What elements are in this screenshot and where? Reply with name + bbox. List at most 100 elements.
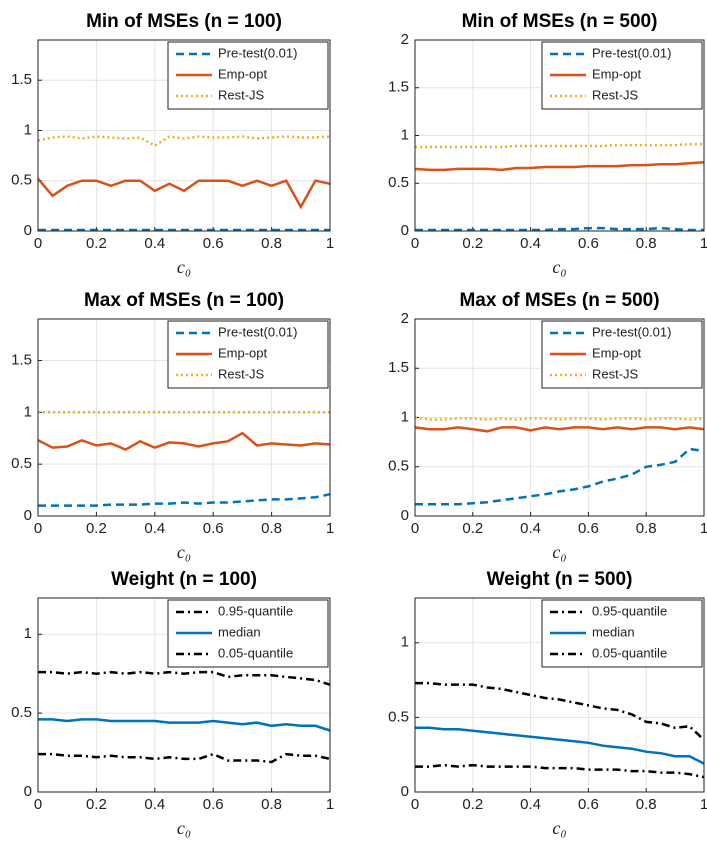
x-tick-label: 0.2 xyxy=(462,796,483,813)
data-line xyxy=(38,670,331,686)
panel: 0 0.5 1 1.5 0 0.2 0.4 0.6 0.8 1 Min of MSEs (n = 1… xyxy=(11,11,334,277)
x-axis-label: c₀ xyxy=(552,818,566,838)
data-line xyxy=(37,177,331,210)
y-tick-label: 0.5 xyxy=(11,704,32,721)
data-line xyxy=(415,226,704,232)
legend-label: Rest-JS xyxy=(218,366,265,381)
data-line xyxy=(38,718,331,732)
legend-label: Emp-opt xyxy=(218,66,268,81)
axes-box xyxy=(37,597,331,793)
axes-box xyxy=(37,39,331,232)
y-tick-label: 1 xyxy=(401,408,409,425)
legend-label: median xyxy=(218,624,261,639)
legend-label: Rest-JS xyxy=(218,87,265,102)
x-axis-label: c₀ xyxy=(552,257,566,277)
x-tick-label: 0.2 xyxy=(86,235,107,252)
x-tick-label: 0 xyxy=(34,520,42,537)
y-tick-label: 0 xyxy=(401,783,409,800)
x-tick-label: 0 xyxy=(411,796,419,813)
legend-label: 0.05-quantile xyxy=(218,645,293,660)
panel: 0 0.5 1 1.5 2 0 0.2 0.4 0.6 0.8 1 Min of MSEs (n = … xyxy=(388,11,707,277)
x-tick-label: 0.4 xyxy=(520,520,541,537)
y-tick-label: 1.5 xyxy=(11,71,32,88)
x-tick-label: 1 xyxy=(700,796,707,813)
y-tick-label: 0.5 xyxy=(388,708,409,725)
x-tick-label: 0.4 xyxy=(520,796,541,813)
y-tick-label: 1 xyxy=(24,403,32,420)
legend-label: 0.95-quantile xyxy=(218,603,293,618)
data-line xyxy=(37,135,331,148)
x-tick-label: 0.4 xyxy=(520,235,541,252)
x-tick-label: 0.4 xyxy=(144,235,165,252)
x-tick-label: 0 xyxy=(411,520,419,537)
panel: 0 0.5 1 0 0.2 0.4 0.6 0.8 1 Weight (n = 100) c₀ 0.9… xyxy=(11,569,334,838)
data-line xyxy=(38,492,331,507)
y-tick-label: 0 xyxy=(24,222,32,239)
x-tick-label: 0.8 xyxy=(261,796,282,813)
legend-label: Pre-test(0.01) xyxy=(218,324,297,339)
chart-title: Min of MSEs (n = 100) xyxy=(86,11,282,32)
data-line xyxy=(415,681,705,741)
data-line xyxy=(37,431,331,451)
x-tick-label: 1 xyxy=(700,235,707,252)
data-line xyxy=(415,763,705,779)
panel: 0 0.5 1 1.5 0 0.2 0.4 0.6 0.8 1 Max of MSEs (n = 1… xyxy=(11,290,334,562)
y-tick-label: 1 xyxy=(24,625,32,642)
x-axis-label: c₀ xyxy=(177,818,191,838)
legend-label: 0.95-quantile xyxy=(592,603,667,618)
x-tick-label: 0 xyxy=(411,235,419,252)
y-tick-label: 0.5 xyxy=(11,455,32,472)
y-tick-label: 1 xyxy=(401,634,409,651)
chart-title: Weight (n = 500) xyxy=(487,569,633,590)
data-line xyxy=(415,447,705,506)
x-tick-label: 1 xyxy=(326,520,334,537)
legend-label: Pre-test(0.01) xyxy=(592,45,671,60)
data-line xyxy=(414,160,705,172)
x-tick-label: 0.4 xyxy=(144,520,165,537)
y-tick-label: 0.5 xyxy=(11,172,32,189)
x-tick-label: 0.8 xyxy=(636,520,657,537)
legend-label: median xyxy=(592,624,635,639)
y-tick-label: 0 xyxy=(401,507,409,524)
x-axis-label: c₀ xyxy=(177,542,191,562)
x-tick-label: 0.6 xyxy=(203,796,224,813)
y-tick-label: 1 xyxy=(24,121,32,138)
legend-label: Emp-opt xyxy=(592,345,642,360)
data-line xyxy=(414,416,705,421)
legend-label: Pre-test(0.01) xyxy=(218,45,297,60)
x-tick-label: 0.6 xyxy=(203,235,224,252)
x-tick-label: 0.8 xyxy=(636,796,657,813)
x-tick-label: 0.2 xyxy=(462,235,483,252)
legend-label: Emp-opt xyxy=(218,345,268,360)
x-tick-label: 0 xyxy=(34,235,42,252)
x-tick-label: 1 xyxy=(326,796,334,813)
legend-label: Pre-test(0.01) xyxy=(592,324,671,339)
x-tick-label: 0 xyxy=(34,796,42,813)
x-tick-label: 0.6 xyxy=(578,796,599,813)
y-tick-label: 1.5 xyxy=(388,359,409,376)
x-tick-label: 1 xyxy=(700,520,707,537)
chart-title: Min of MSEs (n = 500) xyxy=(462,11,658,32)
axes-box xyxy=(414,318,705,517)
x-tick-label: 0.2 xyxy=(86,796,107,813)
y-tick-label: 0.5 xyxy=(388,174,409,191)
y-tick-label: 0.5 xyxy=(388,458,409,475)
x-tick-label: 0.6 xyxy=(578,520,599,537)
chart-title: Weight (n = 100) xyxy=(111,569,257,590)
panel: 0 0.5 1 0 0.2 0.4 0.6 0.8 1 Weight (n = 500) c₀ 0.9… xyxy=(388,569,707,838)
y-tick-label: 1 xyxy=(401,126,409,143)
axes-box xyxy=(37,318,331,517)
y-tick-label: 2 xyxy=(401,31,409,48)
legend-label: Rest-JS xyxy=(592,366,639,381)
x-tick-label: 0.2 xyxy=(86,520,107,537)
x-tick-label: 0.6 xyxy=(578,235,599,252)
legend-label: 0.05-quantile xyxy=(592,645,667,660)
x-tick-label: 0.8 xyxy=(261,235,282,252)
axes-box xyxy=(414,597,705,793)
data-line xyxy=(414,426,705,433)
x-tick-label: 0.8 xyxy=(261,520,282,537)
x-tick-label: 0.6 xyxy=(203,520,224,537)
x-tick-label: 0.2 xyxy=(462,520,483,537)
data-line xyxy=(415,726,705,765)
